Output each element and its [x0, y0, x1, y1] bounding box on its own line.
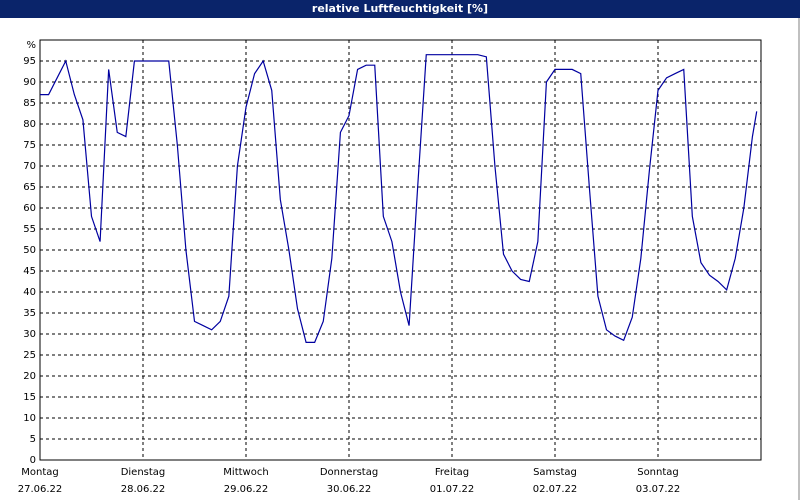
- y-tick-label: 65: [23, 182, 36, 193]
- y-tick-label: 85: [23, 98, 36, 109]
- title-bar: [0, 0, 800, 18]
- y-tick-label: 40: [23, 287, 36, 298]
- x-tick-date: 03.07.22: [636, 484, 681, 495]
- y-tick-label: 15: [23, 392, 36, 403]
- y-tick-label: 5: [30, 434, 36, 445]
- x-tick-date: 01.07.22: [430, 484, 475, 495]
- x-tick-label: Sonntag: [637, 467, 679, 478]
- x-tick-label: Freitag: [435, 467, 469, 478]
- x-tick-date: 02.07.22: [533, 484, 578, 495]
- y-tick-label: 75: [23, 140, 36, 151]
- y-tick-label: 50: [23, 245, 36, 256]
- x-tick-label: Samstag: [533, 467, 577, 478]
- y-tick-label: 60: [23, 203, 36, 214]
- y-tick-label: 35: [23, 308, 36, 319]
- x-tick-label: Mittwoch: [223, 467, 268, 478]
- x-tick-date: 30.06.22: [327, 484, 372, 495]
- y-tick-label: 95: [23, 56, 36, 67]
- line-series: [40, 54, 758, 343]
- y-tick-label: 25: [23, 350, 36, 361]
- plot-border: [39, 39, 762, 461]
- x-tick-label: Dienstag: [121, 467, 166, 478]
- y-tick-label: 90: [23, 77, 36, 88]
- y-tick-label: 80: [23, 119, 36, 130]
- y-tick-label: 0: [30, 455, 36, 466]
- y-tick-label: 30: [23, 329, 36, 340]
- chart-title: relative Luftfeuchtigkeit [%]: [312, 2, 488, 15]
- y-tick-label: 55: [23, 224, 36, 235]
- x-tick-date: 27.06.22: [18, 484, 63, 495]
- y-axis-label: %: [26, 40, 36, 51]
- x-tick-date: 29.06.22: [224, 484, 269, 495]
- y-tick-label: 70: [23, 161, 36, 172]
- y-tick-label: 10: [23, 413, 36, 424]
- y-tick-label: 45: [23, 266, 36, 277]
- window-edge: [798, 18, 800, 500]
- y-tick-label: 20: [23, 371, 36, 382]
- x-tick-date: 28.06.22: [121, 484, 166, 495]
- x-tick-label: Montag: [21, 467, 58, 478]
- x-tick-label: Donnerstag: [320, 467, 378, 478]
